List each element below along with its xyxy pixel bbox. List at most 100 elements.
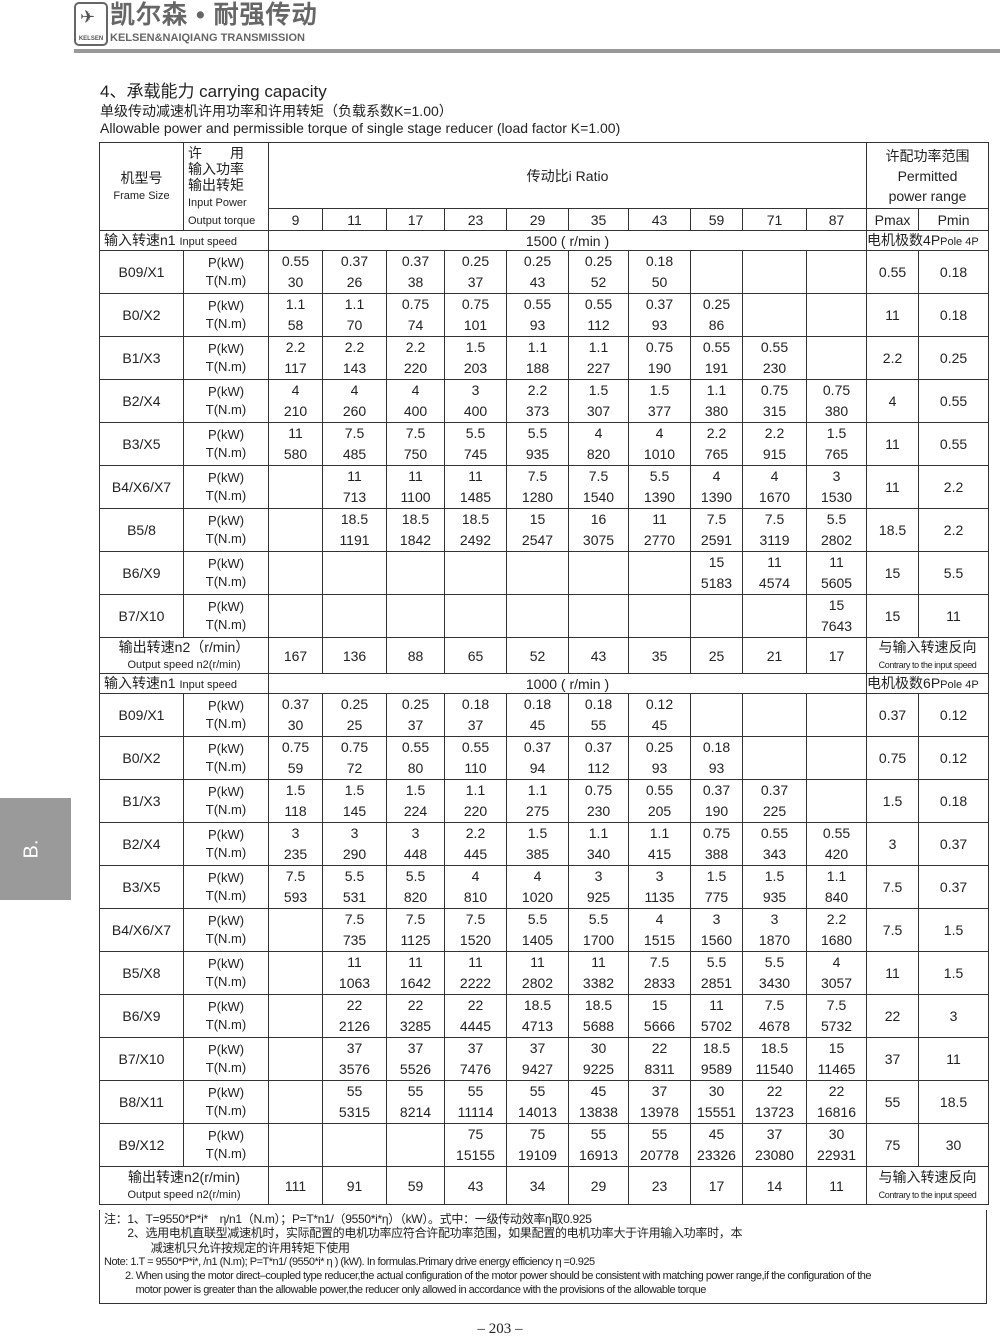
table-row: B0/X2 P(kW) T(N.m) 1.1 58 1.1 70 0.75 74 0.75 101 0…	[99, 293, 990, 337]
frame-size-value: B5/X8	[122, 965, 161, 981]
ratio-value-cell: 0.37 225	[742, 779, 807, 823]
pt-labels: P(kW) T(N.m)	[183, 551, 269, 595]
output-value: 111	[284, 1177, 307, 1194]
torque-value: 13838	[579, 1104, 618, 1120]
pmin-cell: 0.55	[918, 379, 990, 423]
torque-value: 1642	[399, 975, 432, 991]
torque-value: 4678	[758, 1018, 791, 1034]
torque-value: 2492	[459, 532, 492, 548]
frame-size: B3/X5	[99, 865, 184, 909]
ratio-value-cell	[322, 551, 387, 595]
t-label: T(N.m)	[205, 488, 247, 503]
power-value: 5.5	[706, 954, 727, 970]
ratio-value-cell: 7.5 2591	[690, 508, 743, 552]
output-speed-value: 25	[690, 637, 743, 674]
ratio-value-cell: 1.5 145	[322, 779, 387, 823]
pt-labels: P(kW) T(N.m)	[183, 1037, 269, 1081]
ratio-value-cell	[805, 336, 868, 380]
pmin-value: 0.12	[939, 707, 968, 723]
torque-value: 3576	[338, 1061, 371, 1077]
torque-value: 145	[342, 803, 367, 819]
ratio-value-cell	[628, 551, 691, 595]
torque-value: 15551	[697, 1104, 736, 1120]
frame-size: B09/X1	[99, 250, 184, 294]
ratio-value-cell: 22 3285	[386, 994, 445, 1038]
output-speed-value: 59	[386, 1166, 445, 1205]
ratio-value-cell: 3 1135	[628, 865, 691, 909]
power-value: 18.5	[702, 1040, 731, 1056]
torque-value: 23326	[697, 1147, 736, 1163]
power-value: 1.1	[527, 339, 548, 355]
torque-value: 210	[283, 403, 308, 419]
t-label: T(N.m)	[205, 531, 247, 546]
power-value: 0.25	[401, 696, 430, 712]
power-value: 0.37	[281, 696, 310, 712]
input-cn: 输入转速n1	[104, 231, 176, 248]
ratio-value-cell: 7.5 4678	[742, 994, 807, 1038]
ratio-value-cell: 0.55 191	[690, 336, 743, 380]
torque-value: 2126	[338, 1018, 371, 1034]
ratio-value-cell: 11 1100	[386, 465, 445, 509]
output-speed-value: 29	[568, 1166, 629, 1205]
ratio-value-cell: 4 210	[268, 379, 323, 423]
torque-value: 22931	[817, 1147, 856, 1163]
power-value: 0.75	[760, 382, 789, 398]
power-value: 22	[766, 1083, 783, 1099]
power-value: 4	[832, 954, 841, 970]
ratio-value-cell: 5.5 531	[322, 865, 387, 909]
torque-value: 5666	[643, 1018, 676, 1034]
torque-value: 2222	[459, 975, 492, 991]
torque-value: 190	[647, 360, 672, 376]
pmin-cell: 1.5	[918, 908, 990, 952]
torque-value: 11114	[457, 1104, 494, 1120]
ratio-value-cell	[386, 594, 445, 638]
output-speed-value: 52	[506, 637, 569, 674]
power-value: 4	[712, 468, 721, 484]
torque-value: 343	[762, 846, 787, 862]
power-value: 0.55	[523, 296, 552, 312]
t-label: T(N.m)	[205, 974, 247, 989]
power-value: 37	[346, 1040, 363, 1056]
ratio-cell: 43	[628, 208, 691, 231]
input-cn: 输入转速n1	[104, 674, 176, 691]
power-value: 2.2	[285, 339, 306, 355]
pmin-value: 18.5	[939, 1094, 968, 1110]
power-value: 1.1	[588, 339, 609, 355]
ratio-value-cell	[268, 908, 323, 952]
torque-value: 1842	[399, 532, 432, 548]
notes: 注：1、T=9550*P*i* η/n1（N.m）；P=T*n1/（9550*i…	[99, 1210, 987, 1304]
power-value: 3	[411, 825, 420, 841]
table-row: B8/X11 P(kW) T(N.m) 55 5315 55 8214 55 11114 55 14…	[99, 1080, 990, 1124]
pt-labels: P(kW) T(N.m)	[183, 250, 269, 294]
output-speed-value: 23	[628, 1166, 691, 1205]
output-speed-row: 输出转速n2(r/min) Output speed n2(r/min) 111 91…	[99, 1166, 990, 1205]
brand-name-en: KELSEN&NAIQIANG TRANSMISSION	[110, 32, 305, 44]
torque-value: 307	[586, 403, 611, 419]
ratio-value-cell: 3 925	[568, 865, 629, 909]
power-value: 5.5	[588, 911, 609, 927]
output-value: 91	[346, 1177, 363, 1194]
power-value: 0.18	[584, 696, 613, 712]
power-value: 0.55	[281, 253, 310, 269]
section-title: 4、承载能力 carrying capacity	[100, 82, 327, 101]
frame-size: B9/X12	[99, 1123, 184, 1167]
ratio-value-cell: 0.75 315	[742, 379, 807, 423]
pmax-value: 4	[888, 393, 897, 409]
ratio-value-cell	[268, 1037, 323, 1081]
frame-size-value: B8/X11	[119, 1094, 164, 1110]
ratio-value-cell: 2.2 143	[322, 336, 387, 380]
power-value: 4	[471, 868, 480, 884]
ratio-value-cell: 4 1010	[628, 422, 691, 466]
power-value: 5.5	[527, 911, 548, 927]
output-speed-label: 输出转速n2（r/min） Output speed n2(r/min)	[99, 637, 269, 674]
pt-cn2: 输入功率	[188, 160, 244, 177]
power-value: 1.1	[706, 382, 727, 398]
power-value: 30	[590, 1040, 607, 1056]
power-range-header: 许配功率范围 Permitted power range	[866, 142, 990, 209]
power-value: 2.2	[706, 425, 727, 441]
torque-value: 935	[525, 446, 550, 462]
side-tab-label: B.	[20, 839, 43, 859]
p-label: P(kW)	[207, 556, 245, 571]
capacity-table: 机型号 Frame Size 许 用输入功率 输出转矩 Input Power Outpu…	[99, 142, 990, 1205]
power-value: 11	[347, 468, 362, 484]
